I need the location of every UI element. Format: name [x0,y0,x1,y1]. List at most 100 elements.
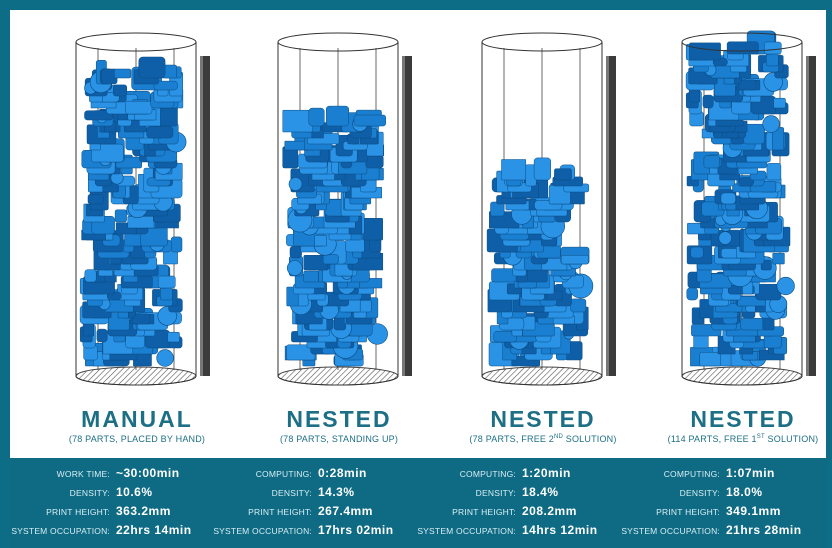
build-chamber-comparison: MANUAL (78 PARTS, PLACED BY HAND) NESTED… [14,14,824,454]
stat-row: SYSTEM OCCUPATION: 22hrs 14min [10,523,214,541]
stat-row: PRINT HEIGHT: 208.2mm [416,504,620,522]
stat-label: DENSITY: [69,488,110,498]
chamber-top-rim [75,32,197,52]
printed-part [114,209,127,223]
stat-value: 18.4% [522,485,559,499]
column-title: NESTED [286,406,392,432]
printed-part [699,352,721,367]
parts-stack [685,30,795,367]
build-column-nested-standing: NESTED (78 PARTS, STANDING UP) [238,14,440,454]
stat-label: SYSTEM OCCUPATION: [11,526,110,536]
build-chamber-rod [402,56,412,376]
stat-row: DENSITY: 10.6% [10,485,214,503]
column-subtitle: (114 PARTS, FREE 1ST SOLUTION) [667,434,819,444]
printed-part [689,42,721,61]
printed-part [167,331,180,343]
chamber-top-rim [277,32,399,52]
printed-part [314,235,327,247]
stat-label: SYSTEM OCCUPATION: [213,526,312,536]
stat-value: ~30:00min [116,466,180,480]
printed-part [501,159,527,181]
stat-value: 349.1mm [726,504,781,518]
stat-value: 1:07min [726,466,775,480]
printed-part [738,79,757,91]
printed-part [353,114,386,127]
printed-part [493,330,518,343]
stat-value: 14hrs 12min [522,523,598,537]
printed-part [560,255,589,265]
rod-highlight [200,56,203,376]
printed-part [690,246,704,259]
stat-row: PRINT HEIGHT: 267.4mm [212,504,416,522]
printed-part [686,287,698,301]
printed-part [125,100,153,115]
column-title: NESTED [690,406,796,432]
column-subtitle: (78 PARTS, STANDING UP) [279,434,399,444]
build-cylinder-manual [75,32,210,386]
printed-part [776,276,795,296]
stat-value: 10.6% [116,485,153,499]
stat-label: COMPUTING: [663,469,720,479]
stats-nested-standing: COMPUTING: 0:28min DENSITY: 14.3% PRINT HE… [212,466,416,546]
stat-label: PRINT HEIGHT: [46,507,110,517]
stat-row: COMPUTING: 1:20min [416,466,620,484]
stat-row: SYSTEM OCCUPATION: 21hrs 28min [620,523,824,541]
build-cylinder-nested-standing [277,32,412,386]
stat-label: PRINT HEIGHT: [656,507,720,517]
printed-part [365,154,384,169]
printed-part [554,168,572,181]
printed-part [362,218,383,241]
printed-part [738,177,754,187]
stat-label: COMPUTING: [459,469,516,479]
printed-part [289,245,302,259]
chamber-top-rim [481,32,603,52]
build-chamber-rod [606,56,616,376]
printed-part [491,268,517,283]
printed-part [308,107,325,127]
parts-stack [79,56,187,367]
printed-part [113,84,128,97]
printed-part [303,270,319,283]
stats-nested-free-1st: COMPUTING: 1:07min DENSITY: 18.0% PRINT HE… [620,466,824,546]
stat-label: DENSITY: [679,488,720,498]
printed-part [156,349,174,367]
stat-label: DENSITY: [475,488,516,498]
stat-label: PRINT HEIGHT: [452,507,516,517]
printed-part [763,41,782,55]
printed-part [693,334,709,349]
printed-part [146,126,174,139]
rod-highlight [606,56,609,376]
stat-label: SYSTEM OCCUPATION: [417,526,516,536]
printed-part [282,109,313,133]
printed-part [766,163,782,181]
printed-part [772,252,785,265]
stat-value: 14.3% [318,485,355,499]
stat-label: PRINT HEIGHT: [248,507,312,517]
printed-part [720,192,736,205]
stat-row: SYSTEM OCCUPATION: 14hrs 12min [416,523,620,541]
printed-part [84,269,97,283]
stats-nested-free-2nd: COMPUTING: 1:20min DENSITY: 18.4% PRINT HE… [416,466,620,546]
column-title: MANUAL [81,406,193,432]
stat-row: SYSTEM OCCUPATION: 17hrs 02min [212,523,416,541]
rod-highlight [402,56,405,376]
column-subtitle: (78 PARTS, PLACED BY HAND) [68,434,206,444]
chamber-bottom-rim [681,375,803,386]
stat-label: COMPUTING: [255,469,312,479]
build-cylinder-nested-free-1st [681,30,816,386]
printed-part [703,155,720,169]
stats-panel: WORK TIME: ~30:00min DENSITY: 10.6% PRINT … [10,458,826,548]
printed-part [286,260,303,276]
printed-part [288,177,303,191]
printed-part [773,97,786,109]
chamber-bottom-rim [75,375,197,386]
printed-part [127,216,155,229]
printed-part [762,115,780,133]
stat-row: DENSITY: 14.3% [212,485,416,503]
build-column-manual: MANUAL (78 PARTS, PLACED BY HAND) [36,14,238,454]
build-column-nested-free-2nd: NESTED (78 PARTS, FREE 2ND SOLUTION) [442,14,644,454]
stat-row: WORK TIME: ~30:00min [10,466,214,484]
build-chamber-rod [806,56,816,376]
printed-part [84,110,114,121]
stat-value: 18.0% [726,485,763,499]
